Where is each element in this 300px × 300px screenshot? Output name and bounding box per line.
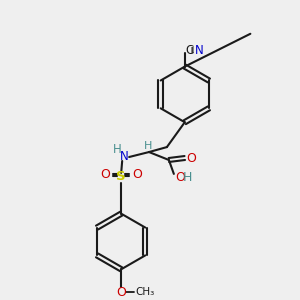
Text: O: O bbox=[116, 286, 126, 299]
Text: O: O bbox=[100, 168, 110, 182]
Text: H: H bbox=[183, 171, 192, 184]
Text: O: O bbox=[186, 152, 196, 164]
Text: N: N bbox=[195, 44, 203, 57]
Text: N: N bbox=[120, 149, 128, 163]
Text: CH₃: CH₃ bbox=[135, 287, 154, 297]
Text: H: H bbox=[144, 141, 152, 151]
Text: O: O bbox=[132, 168, 142, 182]
Text: H: H bbox=[113, 142, 122, 156]
Text: S: S bbox=[116, 170, 126, 183]
Text: C: C bbox=[186, 44, 194, 57]
Text: O: O bbox=[175, 171, 185, 184]
